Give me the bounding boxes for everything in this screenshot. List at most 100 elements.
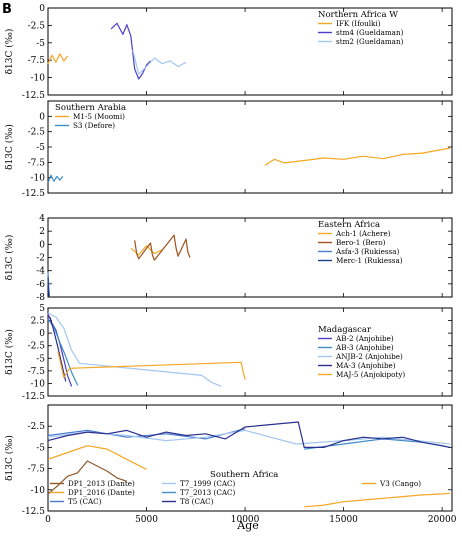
chart-panel-5: -2.5 -5 -7.5 -10 -12.50 5000 10000 15000 20000 δ1…: [4, 404, 457, 525]
y-tick-label: -10: [31, 174, 46, 184]
series-line-4: [47, 277, 50, 297]
series-line-1: [47, 53, 69, 64]
y-tick-label: -12.5: [22, 507, 45, 517]
series-line-5: [304, 438, 451, 450]
panel-title: Northern Africa W: [318, 10, 398, 20]
chart-panel-1: 0 -2.5 -5 -7.5 -10 -12.5 δ13C (‰) Northern Afri…: [4, 4, 453, 101]
x-tick-label: 10000: [231, 515, 260, 525]
series-line-7: [304, 492, 451, 508]
panel-letter: B: [2, 2, 12, 17]
y-tick-label: -5: [36, 39, 45, 49]
x-tick-label: 20000: [428, 515, 457, 525]
legend-entry: T5 (CAC): [68, 497, 102, 506]
legend-entry: DP1_2016 (Dante): [68, 488, 135, 497]
panels: 0 -2.5 -5 -7.5 -10 -12.5 δ13C (‰) Northern Afri…: [4, 4, 457, 525]
legend-entry: Merc-1 (Rukiessa): [336, 256, 403, 265]
x-axis-label: Age: [236, 519, 259, 532]
y-tick-label: -8: [36, 293, 45, 303]
x-tick-label: 5000: [135, 515, 158, 525]
x-tick-label: 0: [45, 515, 51, 525]
x-tick-label: 15000: [329, 515, 358, 525]
y-tick-label: -2.5: [28, 128, 46, 138]
series-line-3: [47, 428, 246, 440]
series-line-4: [47, 429, 451, 445]
y-tick-label: 0: [39, 4, 45, 14]
y-tick-label: -7.5: [28, 56, 46, 66]
legend-entry: Asfa-3 (Rukiessa): [335, 247, 400, 256]
y-tick-label: -6: [36, 280, 45, 290]
legend-entry: M1-5 (Moomi): [73, 112, 125, 121]
panel-title: Southern Africa: [210, 470, 278, 480]
y-tick-label: -12.5: [22, 91, 45, 101]
y-tick-label: -5: [36, 443, 45, 453]
y-tick-label: -4: [36, 267, 45, 277]
legend-entry: T7_2013 (CAC): [180, 488, 236, 497]
panel-title: Madagascar: [318, 325, 372, 335]
legend-entry: T7_1999 (CAC): [180, 479, 236, 488]
y-tick-label: 5: [39, 304, 45, 314]
legend-entry: V3 (Cango): [379, 479, 421, 488]
y-tick-label: -7.5: [28, 158, 46, 168]
series-line-2: [134, 234, 191, 261]
y-axis-label: δ13C (‰): [4, 124, 15, 170]
panel-title: Eastern Africa: [318, 220, 380, 230]
plot-frame: [47, 307, 453, 397]
y-tick-label: 2: [39, 227, 45, 237]
y-axis-label: δ13C (‰): [4, 29, 15, 75]
series-line-3: [132, 49, 187, 75]
y-tick-label: -5: [36, 354, 45, 364]
y-tick-label: -7.5: [28, 465, 46, 475]
series-line-2: [47, 174, 64, 183]
legend-entry: MA-3 (Anjohibe): [336, 361, 396, 370]
y-tick-label: 2.5: [31, 317, 46, 327]
y-tick-label: -10: [31, 379, 46, 389]
legend: Southern Africa DP1_2013 (Dante)DP1_2016 …: [50, 470, 421, 506]
series-line-1: [47, 460, 127, 495]
legend-entry: MAJ-5 (Anjokipoty): [336, 370, 405, 379]
y-tick-label: -2: [36, 254, 45, 264]
y-tick-label: -10: [31, 74, 46, 84]
series-line-4: [49, 316, 67, 382]
legend-entry: Ach-1 (Achere): [335, 229, 391, 238]
panel-title: Southern Arabia: [55, 103, 126, 113]
y-tick-label: -5: [36, 143, 45, 153]
legend-entry: ANJB-2 (Anjohibe): [335, 352, 403, 361]
y-tick-label: -2.5: [28, 342, 46, 352]
y-axis-label: δ13C (‰): [4, 329, 15, 375]
series-line-2: [47, 445, 147, 470]
y-tick-label: -7.5: [28, 367, 46, 377]
y-tick-label: -10: [31, 486, 46, 496]
series-line-3: [47, 312, 222, 387]
legend-entry: DP1_2013 (Dante): [68, 479, 135, 488]
legend-entry: AB-3 (Anjohibe): [335, 343, 394, 352]
y-tick-label: 0: [39, 240, 45, 250]
y-axis-label: δ13C (‰): [4, 435, 15, 481]
chart-panel-4: 5 2.5 0 -2.5 -5 -7.5 -10 -12.5 δ13C (‰) Madagasca…: [4, 304, 453, 402]
legend-entry: stm4 (Gueldaman): [336, 28, 404, 37]
legend-entry: stm2 (Gueldaman): [336, 37, 404, 46]
series-line-1: [264, 147, 451, 166]
chart-panel-2: 0 -2.5 -5 -7.5 -10 -12.5 δ13C (‰) Southern Arab…: [4, 100, 453, 199]
series-line-2: [110, 22, 151, 80]
legend-entry: IFK (Ifoulki): [336, 19, 381, 28]
y-tick-label: -12.5: [22, 392, 45, 402]
series-line-6: [47, 421, 451, 448]
plot-frame: [47, 7, 453, 96]
y-tick-label: 0: [39, 112, 45, 122]
plot-frame: [47, 404, 453, 512]
y-axis-label: δ13C (‰): [4, 235, 15, 281]
y-tick-label: -2.5: [28, 21, 46, 31]
legend-entry: Bero-1 (Bero): [336, 238, 386, 247]
y-tick-label: 4: [39, 214, 45, 224]
legend-entry: S3 (Defore): [73, 121, 115, 130]
y-tick-label: 0: [39, 329, 45, 339]
series-line-5: [57, 351, 246, 380]
y-tick-label: -2.5: [28, 422, 46, 432]
legend-entry: AB-2 (Anjohibe): [335, 334, 394, 343]
